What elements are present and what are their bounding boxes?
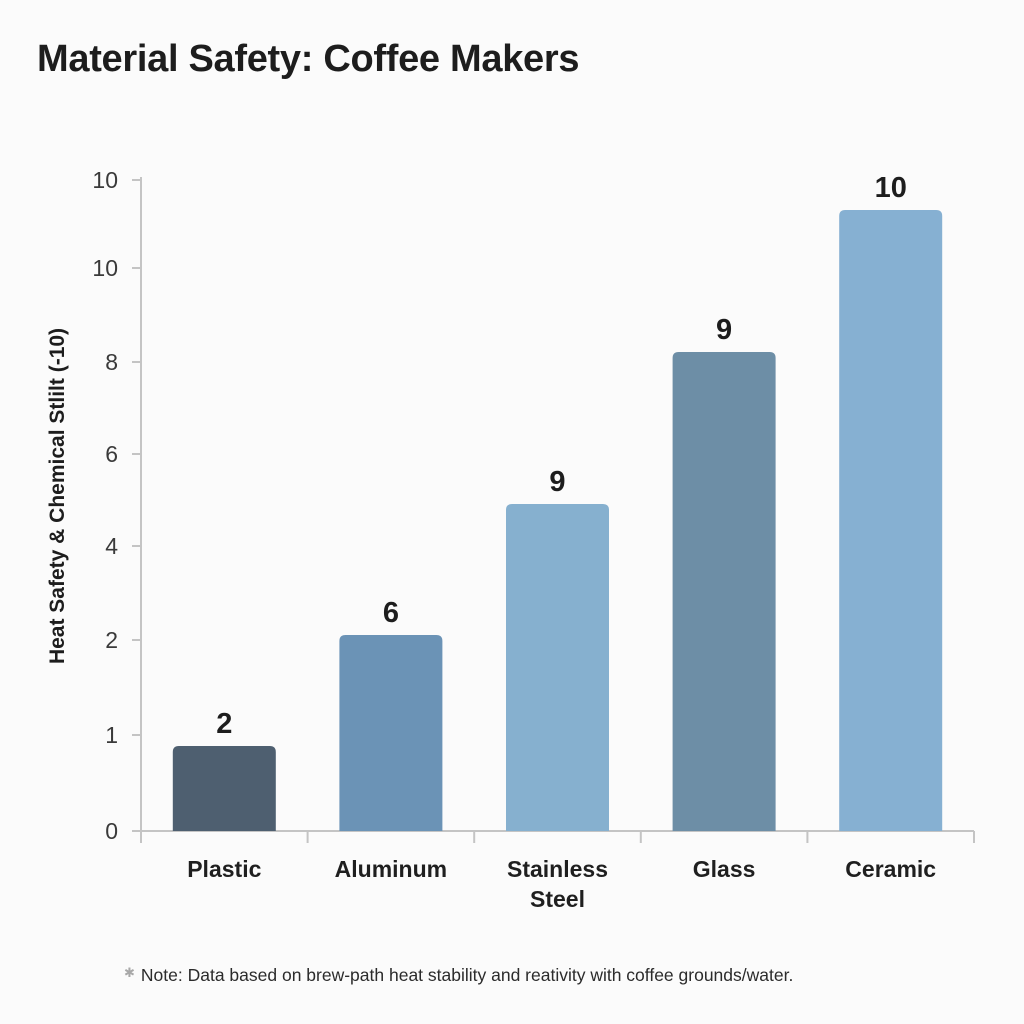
data-label: 2	[216, 708, 232, 740]
bar-glass[interactable]	[672, 352, 776, 831]
x-tick-label: Aluminum	[335, 856, 447, 882]
y-axis-label: Heat Safety & Chemical Stlilt (-10)	[46, 328, 69, 664]
bar-aluminum[interactable]	[339, 635, 443, 831]
x-axis: Plastic Aluminum Stainless Steel Glass Cerami…	[140, 830, 975, 912]
footnote: ✱ Note: Data based on brew-path heat stab…	[124, 965, 793, 986]
x-tick-label: Steel	[530, 886, 585, 912]
y-tick-label: 4	[105, 533, 118, 559]
bar-stainless-steel[interactable]	[506, 504, 609, 831]
bar-plastic[interactable]	[172, 746, 276, 831]
x-tick-label: Stainless	[507, 856, 608, 882]
y-tick-label: 1	[105, 722, 118, 748]
x-tick-label: Plastic	[187, 856, 261, 882]
chart-title: Material Safety: Coffee Makers	[37, 38, 580, 80]
y-tick-label: 10	[92, 255, 118, 281]
x-tick-label: Glass	[693, 856, 756, 882]
x-tick-label: Ceramic	[845, 856, 936, 882]
data-label: 6	[383, 597, 399, 629]
y-tick-label: 0	[105, 818, 118, 844]
footnote-text: Note: Data based on brew-path heat stabi…	[140, 965, 794, 985]
bars: 2 6 9 9 10	[172, 172, 943, 831]
y-tick-label: 8	[105, 349, 118, 375]
y-tick-label: 6	[105, 441, 118, 467]
y-tick-label: 10	[92, 167, 118, 193]
data-label: 9	[716, 314, 732, 346]
data-label: 9	[549, 466, 565, 498]
y-tick-label: 2	[105, 627, 118, 653]
asterisk-icon: ✱	[124, 965, 135, 980]
data-label: 10	[875, 172, 907, 204]
bar-ceramic[interactable]	[839, 210, 943, 831]
